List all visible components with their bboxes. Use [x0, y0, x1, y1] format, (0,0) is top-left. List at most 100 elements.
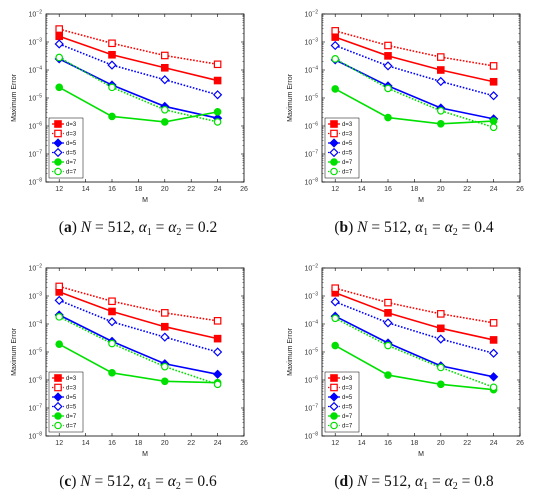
- x-tick-label: 24: [214, 440, 222, 447]
- series-d=5-dotted: [330, 297, 499, 358]
- x-tick-label: 22: [463, 186, 471, 193]
- data-point: [436, 334, 446, 344]
- data-point: [212, 369, 223, 379]
- x-tick-label: 20: [437, 440, 445, 447]
- y-tick-label: 10−6: [305, 122, 319, 131]
- x-tick-label: 22: [187, 440, 195, 447]
- data-point: [331, 341, 340, 350]
- legend-marker: [53, 401, 63, 412]
- x-tick-label: 26: [240, 186, 248, 193]
- y-tick-label: 10−7: [305, 404, 319, 413]
- series-line: [58, 28, 218, 66]
- data-point: [213, 334, 222, 343]
- legend-label: d=7: [66, 414, 77, 420]
- legend-marker: [54, 421, 62, 430]
- data-point: [161, 322, 169, 331]
- y-axis-label: Maximum Error: [287, 73, 294, 122]
- panel-caption: (b) N = 512, α1 = α2 = 0.4: [334, 219, 494, 238]
- x-tick-label: 14: [82, 440, 90, 447]
- series-d=3-dotted: [55, 25, 222, 69]
- legend-marker: [54, 129, 62, 138]
- legend: d=3 d=3 d=5 d=5 d=7 d=7: [324, 117, 360, 179]
- x-tick-label: 16: [108, 186, 116, 193]
- data-point: [330, 40, 340, 51]
- legend-label: d=3: [342, 376, 353, 382]
- data-point: [108, 83, 116, 92]
- data-point: [489, 123, 498, 132]
- series-d=3-dotted: [331, 27, 498, 70]
- series-d=7-solid: [331, 85, 498, 128]
- legend-marker: [330, 167, 338, 176]
- data-point: [437, 363, 445, 372]
- data-point: [161, 309, 169, 317]
- data-point: [331, 27, 340, 35]
- data-point: [436, 76, 446, 87]
- data-point: [161, 105, 169, 114]
- y-tick-label: 10−3: [305, 38, 319, 47]
- series-line: [58, 291, 218, 340]
- y-tick-label: 10−5: [29, 94, 43, 103]
- series-d=7-dotted: [331, 55, 498, 132]
- data-point: [160, 75, 170, 85]
- data-point: [55, 53, 64, 62]
- legend-label: d=7: [66, 170, 77, 176]
- x-tick-label: 16: [384, 186, 392, 193]
- x-tick-label: 14: [358, 440, 366, 447]
- chart-panel-a: 12 14 16 18 20 22 24 26 10−8 10−7 10−6 10−5 10−4 10−3…: [11, 10, 248, 239]
- data-point: [489, 383, 498, 392]
- legend-label: d=3: [66, 122, 77, 128]
- data-point: [212, 347, 223, 357]
- y-axis-label: Maximum Error: [287, 327, 294, 376]
- data-point: [108, 50, 116, 59]
- x-tick-label: 26: [516, 186, 524, 193]
- data-point: [107, 60, 117, 70]
- x-tick-label: 26: [516, 440, 524, 447]
- x-tick-label: 16: [384, 440, 392, 447]
- x-tick-label: 18: [135, 440, 143, 447]
- x-tick-label: 18: [411, 440, 419, 447]
- legend-marker: [330, 120, 338, 128]
- legend-marker: [54, 412, 62, 420]
- x-tick-label: 24: [214, 186, 222, 193]
- panel-caption: (c) N = 512, α1 = α2 = 0.6: [59, 473, 217, 492]
- legend-marker: [54, 383, 62, 392]
- legend-marker: [53, 147, 63, 158]
- series-d=7-solid: [331, 341, 498, 394]
- data-point: [213, 60, 222, 69]
- data-point: [489, 77, 498, 86]
- y-tick-label: 10−7: [29, 404, 43, 413]
- x-tick-label: 24: [490, 186, 498, 193]
- series-line: [334, 315, 494, 378]
- x-tick-label: 14: [82, 186, 90, 193]
- data-point: [437, 380, 445, 389]
- legend-label: d=5: [66, 151, 77, 157]
- series-line: [58, 43, 218, 96]
- series-line: [58, 299, 218, 353]
- data-point: [212, 90, 223, 100]
- legend-label: d=7: [342, 170, 353, 176]
- legend-label: d=3: [66, 376, 77, 382]
- series-d=7-dotted: [331, 314, 498, 392]
- data-point: [383, 318, 393, 328]
- x-tick-label: 18: [411, 186, 419, 193]
- data-point: [55, 32, 64, 41]
- y-tick-label: 10−7: [29, 150, 43, 159]
- series-d=3-solid: [55, 288, 222, 343]
- legend-label: d=3: [342, 386, 353, 392]
- y-tick-label: 10−4: [305, 66, 319, 75]
- data-point: [330, 297, 340, 307]
- series-line: [58, 56, 218, 123]
- data-point: [488, 91, 499, 101]
- panel-caption: (a) N = 512, α1 = α2 = 0.2: [59, 219, 217, 238]
- legend-marker: [329, 147, 339, 158]
- y-tick-label: 10−4: [29, 320, 43, 329]
- data-point: [160, 332, 170, 342]
- data-point: [489, 117, 498, 125]
- data-point: [161, 377, 169, 386]
- legend-box: [48, 371, 84, 433]
- x-axis-label: M: [418, 197, 424, 204]
- data-point: [213, 118, 222, 126]
- y-tick-label: 10−6: [305, 376, 319, 385]
- data-point: [488, 348, 499, 358]
